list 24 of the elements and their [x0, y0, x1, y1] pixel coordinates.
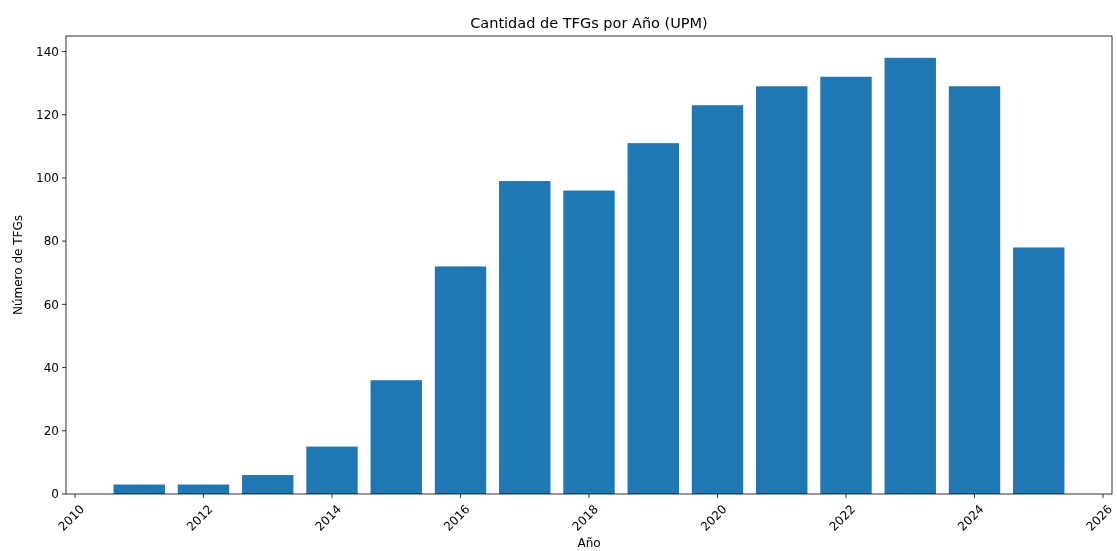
bar — [306, 446, 358, 494]
bar — [1013, 247, 1065, 494]
bar — [691, 105, 744, 494]
y-tick-label: 40 — [43, 360, 59, 375]
bar — [242, 475, 294, 494]
bar — [370, 380, 422, 494]
bar — [820, 76, 872, 494]
bar — [499, 181, 551, 494]
y-tick-label: 60 — [43, 297, 59, 312]
x-axis-title: Año — [577, 536, 601, 550]
y-tick-label: 140 — [36, 44, 59, 59]
bar — [627, 143, 679, 494]
y-tick-label: 120 — [36, 107, 59, 122]
bar — [434, 266, 487, 494]
y-tick-label: 80 — [43, 234, 59, 249]
bar — [756, 86, 808, 494]
bar — [884, 57, 936, 494]
y-tick-label: 20 — [43, 423, 59, 438]
chart-title: Cantidad de TFGs por Año (UPM) — [470, 15, 708, 31]
y-tick-label: 0 — [51, 487, 59, 502]
y-axis-title: Número de TFGs — [11, 214, 25, 316]
y-tick-label: 100 — [36, 171, 59, 186]
bar — [948, 86, 1001, 494]
bar — [563, 190, 615, 494]
